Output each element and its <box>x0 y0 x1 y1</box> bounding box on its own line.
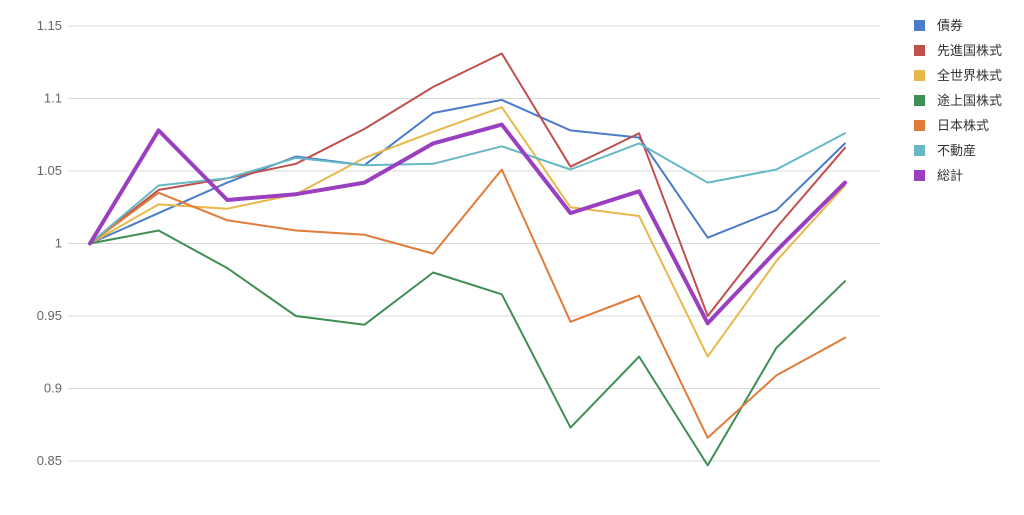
y-tick-label: 0.85 <box>37 453 62 468</box>
legend-label: 債券 <box>937 18 963 34</box>
legend-label: 不動産 <box>937 143 976 159</box>
legend-swatch <box>914 45 925 56</box>
legend-item-4: 日本株式 <box>914 119 989 134</box>
legend-swatch <box>914 120 925 131</box>
legend-swatch <box>914 145 925 156</box>
legend-swatch <box>914 70 925 81</box>
y-tick-label: 1 <box>55 236 62 251</box>
series-line-0 <box>89 98 846 245</box>
y-axis-tick-labels: 0.85 0.9 0.95 1 1.05 1.1 1.15 <box>37 18 62 468</box>
legend-item-3: 途上国株式 <box>914 93 1002 109</box>
y-tick-label: 0.9 <box>44 381 62 396</box>
series-lines <box>88 52 847 467</box>
gridlines <box>68 25 880 462</box>
legend-swatch <box>914 170 925 181</box>
y-tick-label: 0.95 <box>37 308 62 323</box>
series-line-3 <box>89 229 846 467</box>
y-tick-label: 1.15 <box>37 18 62 33</box>
legend-item-1: 先進国株式 <box>914 44 1002 59</box>
y-tick-label: 1.05 <box>37 163 62 178</box>
legend-item-0: 債券 <box>914 18 963 34</box>
legend-label: 途上国株式 <box>937 93 1002 109</box>
series-line-6 <box>88 122 847 326</box>
legend-label: 全世界株式 <box>937 68 1002 84</box>
series-line-2 <box>89 106 846 358</box>
series-line-4 <box>89 168 846 439</box>
legend-item-5: 不動産 <box>914 143 976 159</box>
legend-swatch <box>914 20 925 31</box>
series-line-1 <box>89 52 846 317</box>
y-tick-label: 1.1 <box>44 91 62 106</box>
legend-item-6: 総計 <box>914 168 963 184</box>
legend-label: 先進国株式 <box>937 44 1002 59</box>
legend-label: 総計 <box>937 168 963 184</box>
legend-label: 日本株式 <box>937 119 989 134</box>
legend-item-2: 全世界株式 <box>914 68 1002 84</box>
legend-swatch <box>914 95 925 106</box>
series-line-5 <box>89 132 846 245</box>
